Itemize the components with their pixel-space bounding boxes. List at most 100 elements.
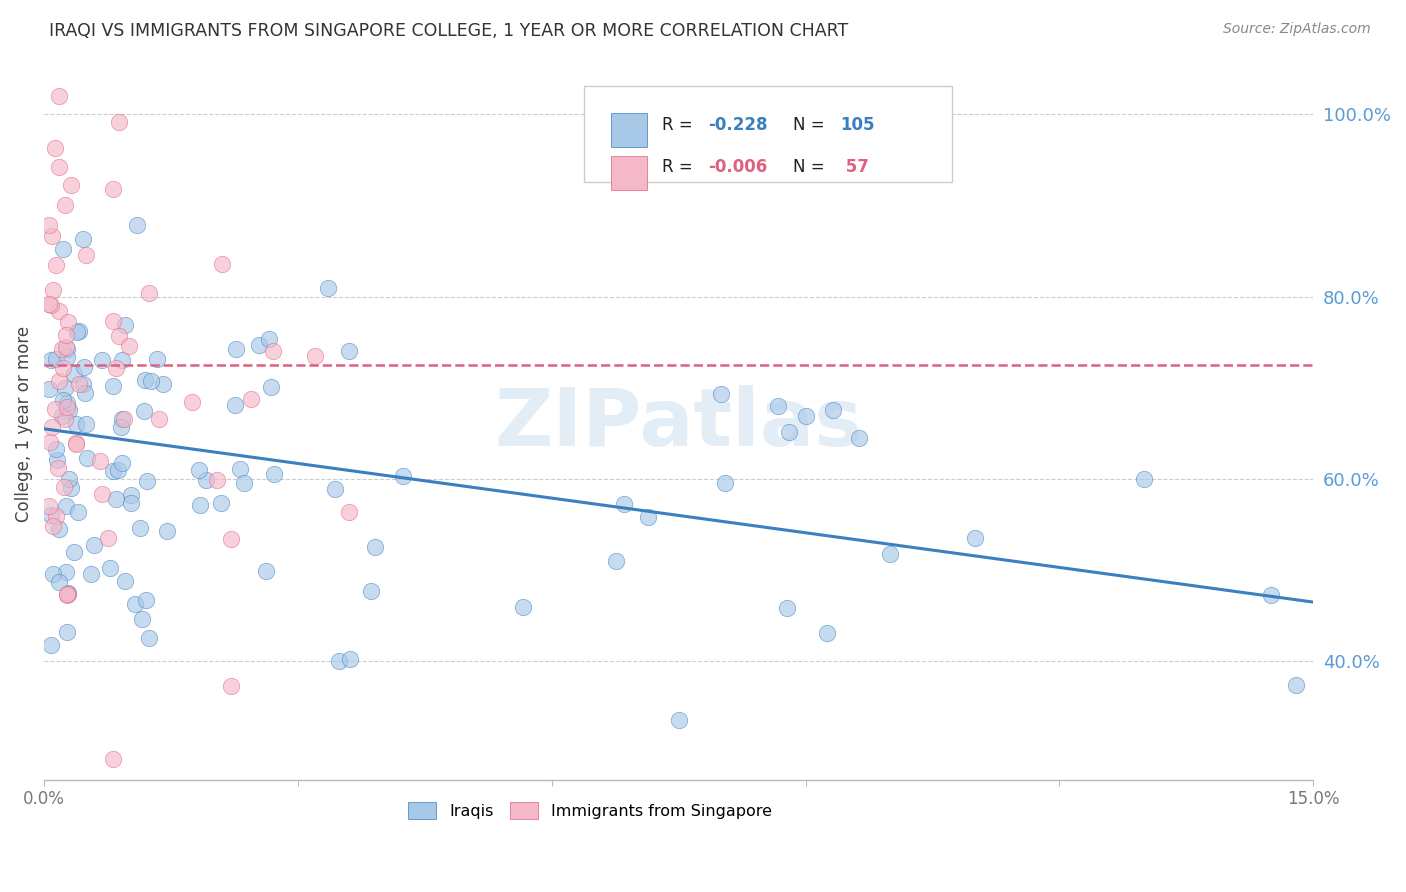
Point: [195, 473, 218, 487]
Legend: Iraqis, Immigrants from Singapore: Iraqis, Immigrants from Singapore: [401, 796, 779, 825]
Point: [963, 531, 986, 545]
Point: [328, 655, 350, 669]
Point: [51, 342, 73, 356]
Point: [337, 505, 360, 519]
Point: [118, 339, 141, 353]
Point: [60, 481, 83, 495]
Point: [39, 508, 62, 522]
Point: [107, 463, 129, 477]
Point: [55, 565, 77, 579]
Point: [1260, 588, 1282, 602]
Point: [337, 344, 360, 359]
Point: [65, 436, 87, 450]
Point: [63, 367, 86, 381]
Point: [90, 486, 112, 500]
Point: [58, 586, 80, 600]
Point: [1133, 472, 1156, 486]
Point: [211, 257, 233, 271]
Text: 105: 105: [839, 115, 875, 134]
Point: [52, 242, 75, 256]
Point: [48, 461, 70, 475]
Point: [207, 473, 229, 487]
Point: [65, 435, 87, 450]
Point: [111, 352, 134, 367]
Point: [42, 518, 65, 533]
Point: [180, 395, 202, 409]
Point: [75, 247, 97, 261]
Point: [105, 491, 128, 506]
Point: [1285, 678, 1308, 692]
Text: R =: R =: [662, 115, 699, 134]
Point: [134, 374, 156, 388]
Bar: [612, 156, 647, 190]
Point: [45, 509, 67, 524]
Text: ZIPatlas: ZIPatlas: [495, 385, 863, 463]
Point: [766, 400, 789, 414]
Point: [263, 467, 285, 481]
Point: [710, 386, 733, 401]
Point: [58, 403, 80, 417]
Point: [67, 377, 90, 392]
Point: [73, 385, 96, 400]
Point: [73, 360, 96, 375]
Point: [53, 382, 76, 396]
Point: [90, 353, 112, 368]
Point: [55, 587, 77, 601]
Point: [48, 575, 70, 590]
Point: [39, 298, 62, 312]
Point: [110, 420, 132, 434]
Point: [58, 472, 80, 486]
Point: [262, 344, 284, 359]
Point: [257, 333, 280, 347]
Text: R =: R =: [662, 158, 699, 176]
FancyBboxPatch shape: [583, 87, 952, 182]
Point: [67, 324, 90, 338]
Point: [228, 462, 250, 476]
Point: [39, 353, 62, 368]
Point: [224, 398, 246, 412]
Point: [146, 352, 169, 367]
Point: [240, 392, 263, 407]
Text: N =: N =: [793, 115, 830, 134]
Point: [41, 419, 63, 434]
Point: [76, 450, 98, 465]
Point: [48, 523, 70, 537]
Point: [316, 281, 339, 295]
Point: [42, 566, 65, 581]
Point: [219, 532, 242, 546]
Point: [360, 584, 382, 599]
Point: [38, 297, 60, 311]
Point: [187, 463, 209, 477]
Point: [108, 329, 131, 343]
Point: [80, 567, 103, 582]
Point: [120, 488, 142, 502]
Point: [323, 482, 346, 496]
Point: [56, 396, 79, 410]
Point: [232, 476, 254, 491]
Point: [613, 497, 636, 511]
Point: [97, 531, 120, 545]
Point: [114, 574, 136, 588]
Text: -0.228: -0.228: [707, 115, 768, 134]
Point: [46, 453, 69, 467]
Point: [39, 434, 62, 449]
Point: [45, 442, 67, 456]
Point: [48, 88, 70, 103]
Point: [848, 431, 870, 445]
Point: [41, 229, 63, 244]
Point: [52, 360, 75, 375]
Point: [637, 509, 659, 524]
Point: [48, 374, 70, 388]
Point: [51, 409, 73, 423]
Point: [42, 283, 65, 297]
Point: [110, 412, 132, 426]
Point: [55, 327, 77, 342]
Point: [247, 337, 270, 351]
Point: [364, 540, 387, 554]
Point: [129, 521, 152, 535]
Point: [120, 496, 142, 510]
Point: [124, 598, 146, 612]
Text: 57: 57: [839, 158, 869, 176]
Point: [138, 285, 160, 300]
Point: [101, 464, 124, 478]
